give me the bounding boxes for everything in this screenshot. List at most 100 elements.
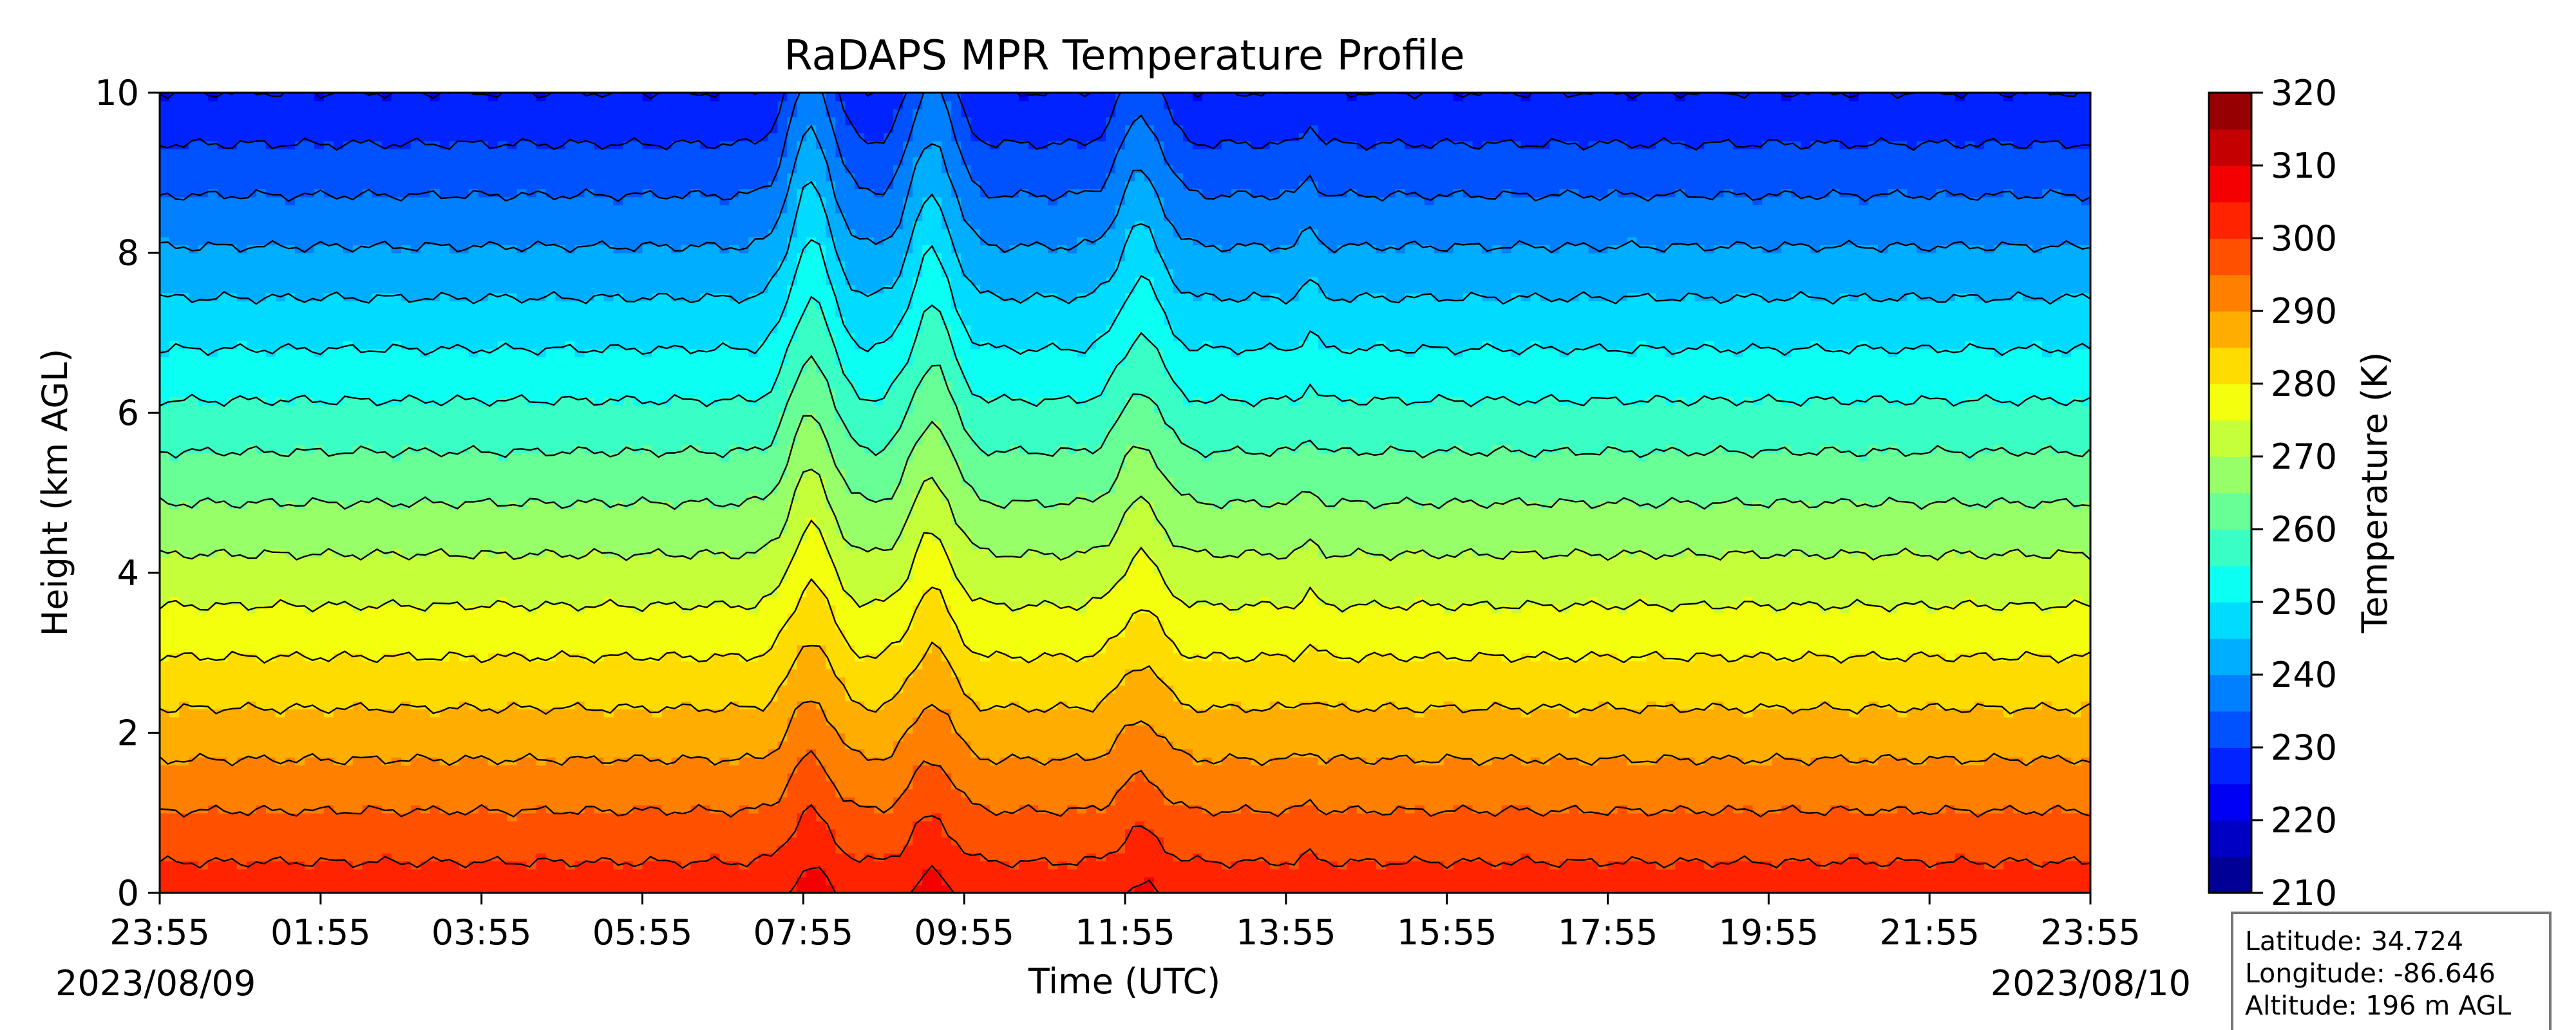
heatmap-cell (207, 868, 218, 877)
heatmap-cell (545, 709, 556, 718)
heatmap-cell (497, 837, 508, 846)
heatmap-cell (1839, 796, 1850, 806)
heatmap-cell (391, 693, 402, 702)
heatmap-cell (189, 693, 199, 702)
heatmap-cell (1135, 805, 1145, 814)
heatmap-cell (1472, 789, 1483, 798)
heatmap-cell (1907, 821, 1918, 830)
heatmap-cell (410, 877, 421, 886)
heatmap-cell (1588, 845, 1599, 854)
heatmap-cell (160, 789, 170, 798)
heatmap-cell (1202, 812, 1213, 821)
heatmap-cell (1810, 852, 1821, 862)
heatmap-cell (671, 805, 682, 814)
heatmap-cell (410, 733, 421, 742)
heatmap-cell (1472, 700, 1483, 709)
heatmap-cell (1868, 740, 1879, 750)
heatmap-cell (574, 845, 585, 854)
heatmap-cell (1337, 693, 1348, 702)
heatmap-cell (951, 765, 962, 774)
heatmap-cell (729, 868, 740, 877)
heatmap-cell (2042, 765, 2052, 774)
heatmap-cell (1192, 861, 1203, 870)
heatmap-cell (545, 829, 556, 838)
heatmap-cell (2023, 789, 2033, 798)
heatmap-cell (1540, 725, 1551, 734)
heatmap-cell (352, 789, 363, 798)
heatmap-cell (343, 837, 354, 846)
heatmap-cell (613, 868, 624, 877)
heatmap-cell (1791, 749, 1802, 758)
heatmap-cell (1946, 868, 1956, 877)
heatmap-cell (1520, 821, 1531, 830)
heatmap-cell (2061, 845, 2072, 854)
heatmap-cell (1897, 861, 1908, 870)
heatmap-cell (2023, 725, 2033, 734)
heatmap-cell (1221, 821, 1232, 830)
heatmap-cell (169, 725, 180, 734)
heatmap-cell (227, 765, 238, 774)
heatmap-cell (594, 821, 605, 830)
heatmap-cell (1337, 789, 1348, 798)
heatmap-cell (478, 868, 489, 877)
heatmap-cell (1385, 852, 1396, 862)
heatmap-cell (1366, 740, 1377, 750)
heatmap-cell (1801, 885, 1812, 893)
heatmap-cell (1859, 700, 1870, 709)
heatmap-cell (555, 725, 566, 734)
heatmap-cell (1897, 725, 1908, 734)
heatmap-cell (739, 733, 750, 742)
heatmap-cell (2061, 852, 2072, 862)
heatmap-cell (1318, 781, 1329, 790)
heatmap-cell (884, 861, 895, 870)
heatmap-cell (1907, 885, 1918, 893)
heatmap-cell (1810, 877, 1821, 886)
heatmap-cell (1279, 829, 1290, 838)
heatmap-cell (903, 868, 914, 877)
heatmap-cell (1077, 812, 1087, 821)
heatmap-cell (1897, 716, 1908, 726)
heatmap-cell (1772, 829, 1783, 838)
heatmap-cell (1955, 765, 1965, 774)
heatmap-cell (314, 740, 325, 750)
heatmap-cell (797, 740, 808, 750)
heatmap-cell (304, 868, 315, 877)
heatmap-cell (189, 700, 199, 709)
heatmap-cell (1511, 812, 1522, 821)
heatmap-cell (1135, 868, 1145, 877)
heatmap-cell (285, 868, 296, 877)
heatmap-cell (1298, 700, 1309, 709)
heatmap-cell (207, 796, 218, 806)
heatmap-cell (1453, 829, 1464, 838)
heatmap-cell (2023, 868, 2033, 877)
heatmap-cell (1733, 885, 1744, 893)
heatmap-cell (1231, 772, 1242, 782)
heatmap-cell (2081, 821, 2090, 830)
heatmap-cell (710, 693, 721, 702)
heatmap-cell (1202, 868, 1213, 877)
heatmap-cell (1868, 733, 1879, 742)
heatmap-cell (671, 733, 682, 742)
heatmap-cell (1492, 845, 1502, 854)
heatmap-cell (256, 852, 267, 862)
heatmap-cell (806, 709, 817, 718)
heatmap-cell (2061, 772, 2072, 782)
heatmap-cell (1607, 733, 1618, 742)
heatmap-cell (1656, 821, 1667, 830)
heatmap-cell (2013, 772, 2023, 782)
heatmap-cell (1385, 877, 1396, 886)
heatmap-cell (265, 716, 276, 726)
heatmap-cell (951, 812, 962, 821)
heatmap-cell (1897, 796, 1908, 806)
heatmap-cell (323, 781, 334, 790)
heatmap-cell (1772, 765, 1783, 774)
heatmap-cell (430, 781, 440, 790)
heatmap-cell (1917, 805, 1927, 814)
heatmap-cell (1048, 733, 1058, 742)
heatmap-cell (903, 700, 914, 709)
heatmap-cell (275, 829, 286, 838)
heatmap-cell (352, 845, 363, 854)
heatmap-cell (1019, 852, 1029, 862)
heatmap-cell (1540, 821, 1551, 830)
heatmap-cell (980, 725, 990, 734)
